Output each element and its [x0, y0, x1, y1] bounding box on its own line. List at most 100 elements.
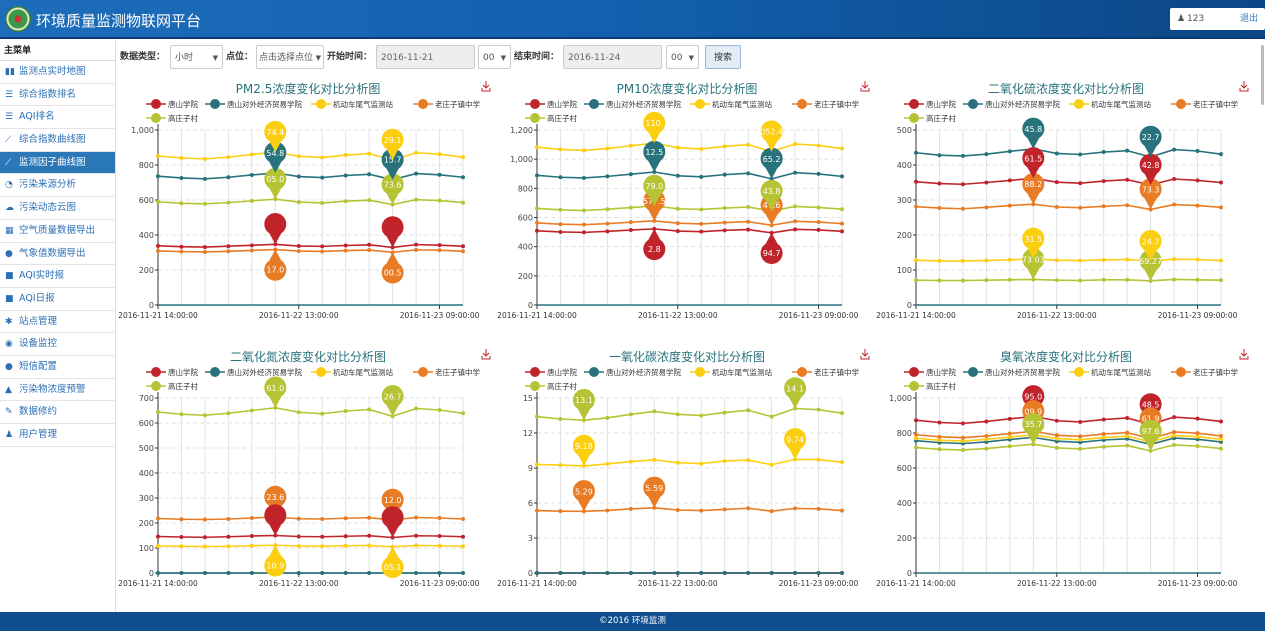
- data-point[interactable]: [1078, 437, 1083, 442]
- data-point[interactable]: [367, 151, 372, 156]
- data-point[interactable]: [226, 544, 231, 549]
- data-point[interactable]: [960, 182, 965, 187]
- data-point[interactable]: [793, 170, 798, 175]
- data-point[interactable]: [746, 205, 751, 209]
- data-point[interactable]: [156, 516, 160, 521]
- data-point[interactable]: [816, 205, 821, 210]
- legend-item[interactable]: 唐山对外经济贸易学院: [584, 367, 681, 377]
- data-point[interactable]: [296, 516, 301, 521]
- data-point[interactable]: [1054, 445, 1059, 450]
- data-point[interactable]: [1195, 203, 1200, 208]
- sidebar-item[interactable]: ■ AQI实时报: [0, 265, 115, 288]
- data-point[interactable]: [296, 534, 301, 539]
- data-point[interactable]: [1125, 148, 1130, 153]
- data-point[interactable]: [273, 197, 278, 202]
- data-point[interactable]: [628, 571, 633, 575]
- data-point[interactable]: [722, 459, 727, 463]
- data-point[interactable]: [605, 571, 610, 575]
- sidebar-item[interactable]: ◔ 污染来源分析: [0, 174, 115, 198]
- data-point[interactable]: [816, 171, 821, 176]
- data-point[interactable]: [202, 544, 207, 549]
- data-point[interactable]: [296, 410, 301, 415]
- data-point[interactable]: [840, 508, 844, 513]
- data-point[interactable]: [652, 218, 657, 223]
- data-point[interactable]: [535, 462, 539, 467]
- data-point[interactable]: [343, 516, 348, 521]
- data-point[interactable]: [343, 571, 348, 575]
- data-point[interactable]: [1125, 257, 1130, 262]
- data-point[interactable]: [1195, 444, 1200, 449]
- data-point[interactable]: [769, 509, 774, 514]
- data-point[interactable]: [367, 515, 372, 520]
- data-point[interactable]: [437, 172, 442, 177]
- data-point[interactable]: [722, 410, 727, 415]
- end-date-input[interactable]: 2016-11-24: [563, 45, 662, 69]
- data-point[interactable]: [558, 571, 563, 575]
- data-point[interactable]: [746, 571, 751, 575]
- data-point[interactable]: [914, 258, 918, 263]
- data-point[interactable]: [675, 229, 680, 234]
- data-point[interactable]: [937, 438, 942, 443]
- mark-point-pin[interactable]: 110.: [643, 111, 666, 144]
- data-point[interactable]: [984, 419, 989, 424]
- mark-point-pin[interactable]: 43.8: [760, 179, 783, 212]
- data-point[interactable]: [535, 173, 539, 178]
- data-point[interactable]: [320, 534, 325, 539]
- data-point[interactable]: [437, 243, 442, 248]
- data-point[interactable]: [722, 571, 727, 575]
- data-point[interactable]: [1101, 444, 1106, 449]
- legend-item[interactable]: 唐山对外经济贸易学院: [205, 99, 302, 109]
- data-point[interactable]: [652, 571, 657, 575]
- data-point[interactable]: [558, 175, 563, 180]
- data-point[interactable]: [1125, 434, 1130, 439]
- data-point[interactable]: [273, 405, 278, 410]
- legend-item[interactable]: 唐山学院: [525, 367, 577, 377]
- data-point[interactable]: [1148, 448, 1153, 453]
- data-point[interactable]: [461, 544, 465, 549]
- data-point[interactable]: [558, 463, 563, 468]
- download-icon[interactable]: [860, 81, 870, 92]
- data-point[interactable]: [675, 571, 680, 575]
- data-point[interactable]: [1031, 442, 1036, 447]
- data-point[interactable]: [722, 507, 727, 512]
- data-point[interactable]: [652, 409, 657, 414]
- data-point[interactable]: [937, 278, 942, 283]
- data-point[interactable]: [960, 447, 965, 452]
- mark-point-pin[interactable]: 97.6: [1139, 419, 1162, 451]
- data-point[interactable]: [1101, 179, 1106, 184]
- data-point[interactable]: [343, 534, 348, 539]
- data-point[interactable]: [722, 220, 727, 225]
- data-point[interactable]: [202, 176, 207, 181]
- data-point[interactable]: [249, 152, 254, 157]
- data-point[interactable]: [746, 171, 751, 176]
- mark-point-pin[interactable]: 12.0: [381, 488, 404, 520]
- data-point[interactable]: [179, 412, 184, 417]
- data-point[interactable]: [1054, 433, 1059, 438]
- data-point[interactable]: [1101, 432, 1106, 437]
- data-point[interactable]: [1195, 434, 1200, 439]
- data-point[interactable]: [1219, 419, 1223, 424]
- data-point[interactable]: [1195, 431, 1200, 436]
- data-point[interactable]: [914, 179, 918, 184]
- data-point[interactable]: [746, 506, 751, 511]
- data-point[interactable]: [367, 407, 372, 412]
- download-icon[interactable]: [1239, 349, 1249, 360]
- data-point[interactable]: [769, 462, 774, 467]
- data-point[interactable]: [1125, 203, 1130, 208]
- data-point[interactable]: [367, 533, 372, 538]
- data-point[interactable]: [746, 408, 751, 413]
- data-point[interactable]: [914, 432, 918, 437]
- data-point[interactable]: [1125, 430, 1130, 435]
- data-point[interactable]: [249, 243, 254, 248]
- mark-point-pin[interactable]: 42.8: [1139, 153, 1162, 185]
- legend-item[interactable]: 老庄子镇中学: [413, 367, 480, 377]
- data-point[interactable]: [1078, 278, 1083, 283]
- data-point[interactable]: [675, 221, 680, 226]
- data-point[interactable]: [179, 175, 184, 180]
- data-point[interactable]: [816, 407, 821, 412]
- data-point[interactable]: [226, 244, 231, 249]
- data-point[interactable]: [273, 242, 278, 247]
- data-point[interactable]: [320, 200, 325, 205]
- data-point[interactable]: [179, 244, 184, 249]
- data-point[interactable]: [628, 143, 633, 148]
